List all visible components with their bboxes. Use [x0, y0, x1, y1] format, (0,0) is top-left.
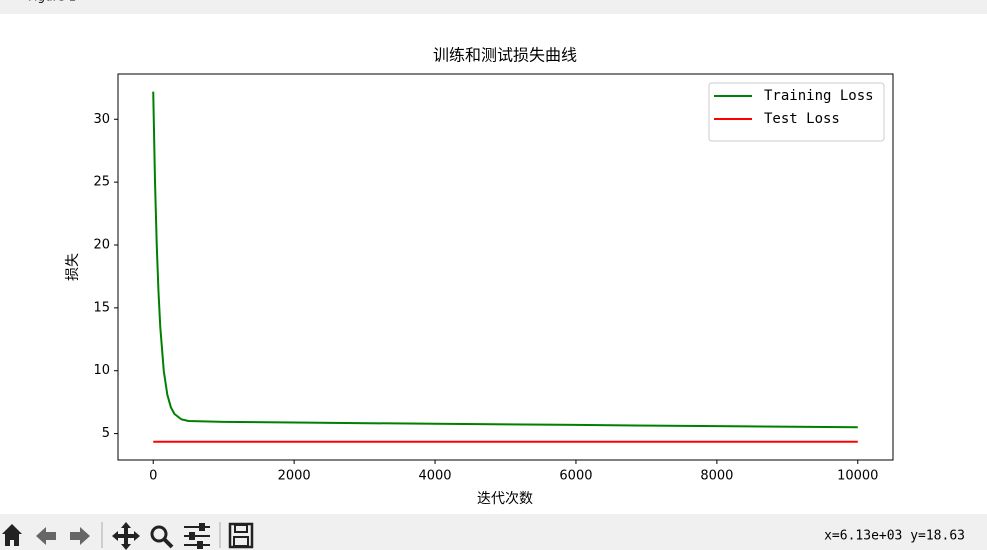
save-button[interactable] — [228, 522, 254, 549]
y-tick-label: 20 — [93, 237, 110, 252]
data-line — [152, 91, 858, 429]
back-button[interactable] — [36, 527, 56, 545]
y-tick-label: 5 — [102, 426, 110, 441]
y-axis-label: 损失 — [65, 253, 81, 281]
legend-label: Test Loss — [764, 111, 840, 127]
legend-label: Training Loss — [764, 88, 874, 104]
x-tick-label: 0 — [149, 469, 157, 484]
y-tick-label: 15 — [93, 300, 110, 315]
plot-frame — [117, 73, 894, 461]
x-tick-label: 4000 — [418, 469, 451, 484]
x-axis-label: 迭代次数 — [477, 491, 533, 507]
chart-title: 训练和测试损失曲线 — [433, 46, 577, 65]
y-tick-label: 30 — [93, 112, 110, 127]
subplots-button[interactable] — [184, 523, 210, 549]
status-text: x=6.13e+03 y=18.63 — [824, 529, 965, 544]
x-tick-label: 10000 — [837, 469, 878, 484]
legend-box — [708, 82, 885, 142]
title-bar — [0, 0, 987, 14]
y-tick-label: 10 — [93, 363, 110, 378]
zoom-button[interactable] — [150, 525, 174, 549]
x-tick-label: 2000 — [278, 469, 311, 484]
pan-button[interactable] — [112, 522, 140, 550]
x-tick-label: 8000 — [700, 469, 733, 484]
toolbar-icons — [2, 522, 254, 550]
y-tick-label: 25 — [93, 175, 110, 190]
legend: Training Loss Test Loss — [708, 82, 885, 142]
forward-button[interactable] — [70, 527, 90, 545]
window-title: Figure 1 — [28, 0, 76, 4]
home-button[interactable] — [2, 524, 22, 546]
x-tick-label: 6000 — [559, 469, 592, 484]
